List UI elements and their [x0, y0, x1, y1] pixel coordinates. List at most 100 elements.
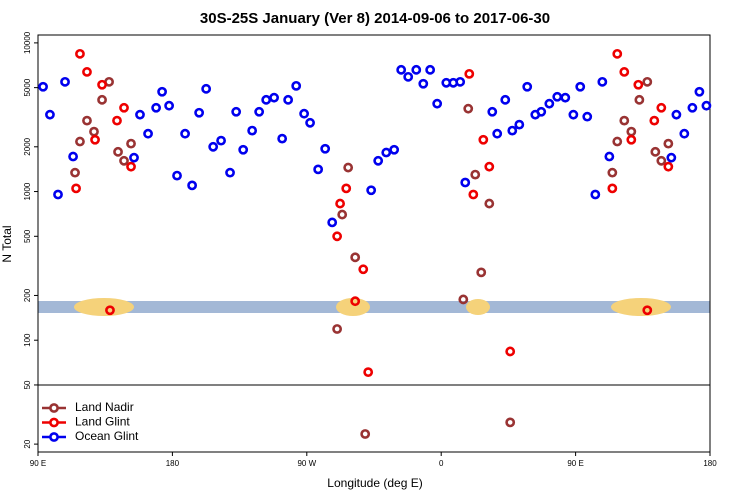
point: [484, 161, 495, 172]
x-tick-label: 180: [166, 459, 180, 468]
point: [366, 185, 377, 196]
point: [157, 86, 167, 97]
point: [135, 109, 145, 120]
y-axis-label: N Total: [0, 225, 14, 262]
point: [432, 98, 443, 109]
y-tick-label: 100: [23, 333, 32, 347]
point: [332, 324, 343, 334]
point: [172, 170, 182, 181]
point: [536, 106, 547, 117]
point: [403, 71, 414, 82]
point: [381, 147, 392, 158]
chart-title: 30S-25S January (Ver 8) 2014-09-06 to 20…: [200, 10, 550, 27]
x-axis-label: Longitude (deg E): [327, 476, 422, 490]
legend-marker: [49, 432, 59, 442]
point: [320, 143, 331, 154]
y-tick-label: 10000: [23, 31, 32, 54]
point: [126, 161, 136, 172]
point: [425, 64, 436, 75]
point: [642, 305, 653, 316]
point: [505, 346, 516, 357]
point: [464, 68, 475, 79]
point: [335, 198, 346, 209]
point: [411, 64, 422, 75]
point: [612, 48, 623, 59]
point: [360, 429, 371, 439]
point: [701, 100, 712, 111]
point: [612, 136, 623, 147]
point: [313, 164, 324, 175]
point: [619, 67, 630, 77]
point: [619, 115, 630, 126]
y-tick-label: 2000: [23, 137, 32, 155]
point: [484, 198, 495, 209]
point: [113, 146, 123, 157]
point: [687, 102, 698, 113]
point: [597, 76, 608, 87]
point: [505, 417, 516, 428]
land-blob: [336, 298, 370, 316]
y-tick-label: 20: [23, 439, 32, 448]
point: [575, 81, 586, 92]
point: [305, 117, 315, 128]
point: [650, 146, 661, 157]
point: [478, 134, 489, 145]
point: [568, 109, 579, 120]
point: [90, 134, 100, 145]
point: [363, 367, 374, 378]
legend-label: Land Glint: [75, 415, 130, 429]
point: [283, 94, 294, 105]
point: [468, 189, 479, 200]
point: [626, 134, 637, 145]
point: [143, 128, 153, 139]
plot-frame: [37, 34, 711, 453]
point: [231, 106, 242, 117]
point: [679, 128, 690, 139]
point: [82, 115, 92, 126]
point: [656, 155, 667, 166]
point: [694, 86, 705, 97]
point: [463, 103, 474, 114]
x-tick-label: 90 E: [30, 459, 46, 468]
point: [560, 92, 571, 103]
point: [68, 151, 78, 162]
point: [607, 183, 618, 194]
point: [208, 141, 219, 152]
point: [522, 81, 533, 92]
point: [582, 111, 593, 122]
x-tick-label: 180: [703, 459, 717, 468]
point: [89, 126, 99, 137]
point: [216, 135, 226, 146]
point: [261, 94, 272, 105]
legend-marker: [49, 403, 59, 413]
point: [53, 189, 63, 200]
point: [604, 151, 615, 162]
point: [552, 91, 563, 102]
y-tick-label: 200: [23, 288, 32, 302]
point: [269, 92, 279, 103]
ocean-strip: [38, 301, 710, 313]
x-tick-label: 90 W: [297, 459, 316, 468]
point: [671, 109, 682, 120]
point: [418, 78, 429, 89]
point: [590, 189, 601, 200]
y-tick-label: 1000: [23, 182, 32, 200]
point: [225, 167, 235, 178]
point: [656, 102, 667, 113]
point: [254, 106, 265, 117]
point: [194, 107, 205, 118]
point: [649, 115, 660, 126]
point: [112, 115, 122, 126]
point: [642, 76, 653, 87]
point: [633, 79, 644, 90]
point: [341, 183, 352, 194]
point: [666, 152, 677, 163]
point: [247, 125, 258, 136]
y-tick-label: 5000: [23, 78, 32, 96]
point: [201, 83, 212, 94]
point: [75, 48, 85, 59]
point: [343, 162, 354, 173]
y-tick-label: 50: [23, 380, 32, 389]
y-tick-label: 500: [23, 229, 32, 243]
